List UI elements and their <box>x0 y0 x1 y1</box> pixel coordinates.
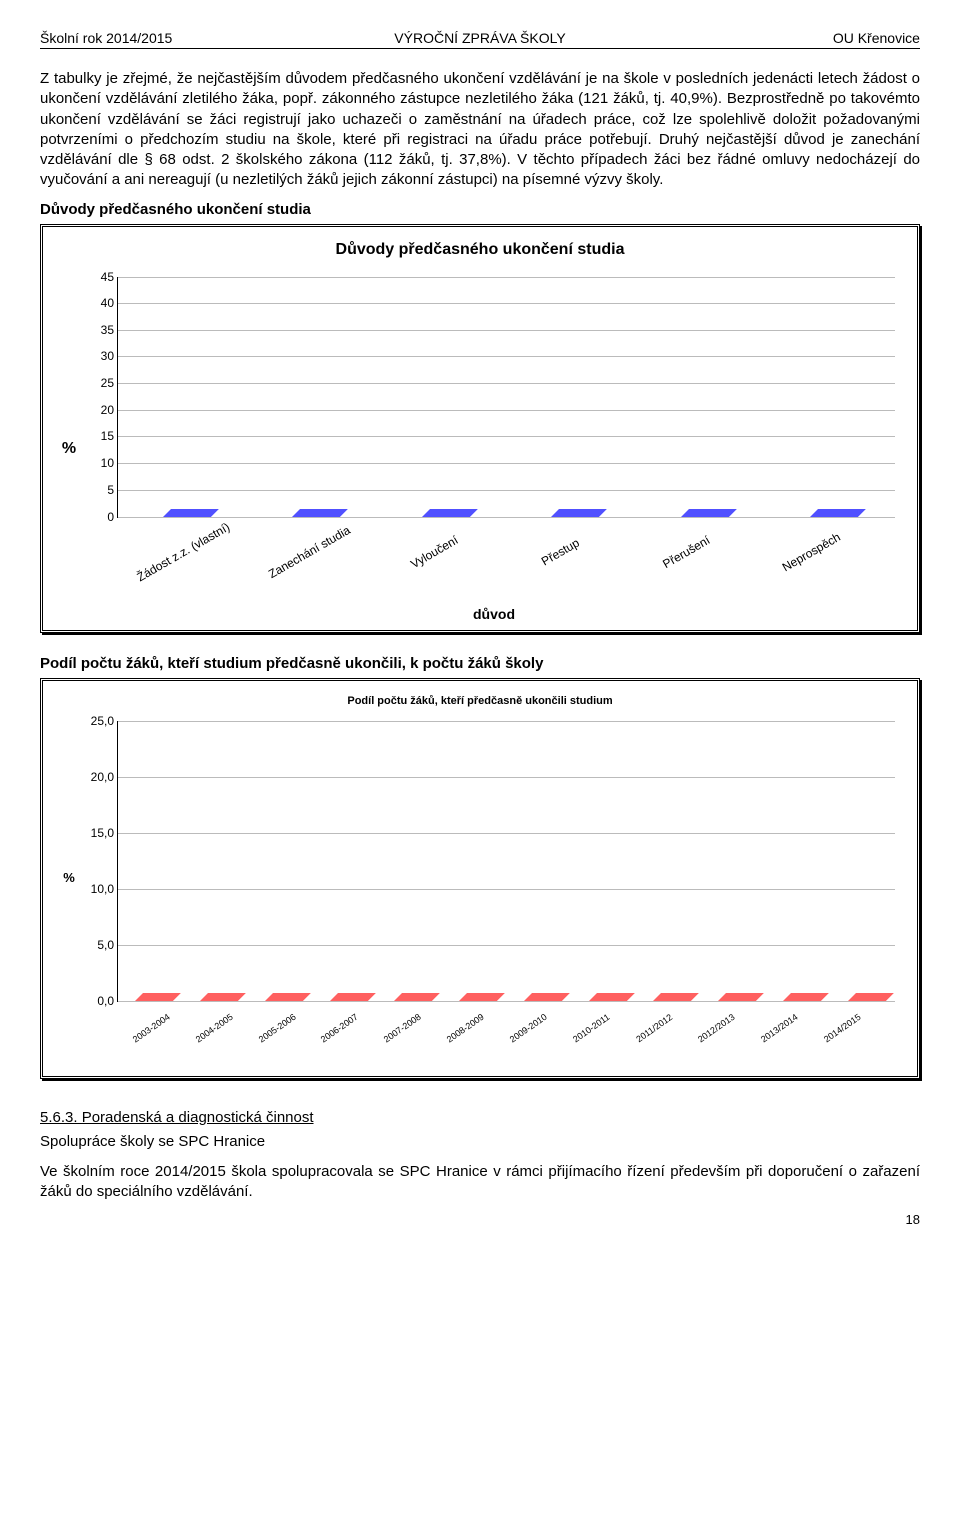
y-tick: 5 <box>80 483 114 497</box>
bar-top <box>524 993 570 1001</box>
bar-top <box>589 993 635 1001</box>
chart1-xlabel: důvod <box>83 606 905 622</box>
chart2-plot: 0,05,010,015,020,025,0 <box>117 721 895 1002</box>
section-title-1: Důvody předčasného ukončení studia <box>40 201 920 218</box>
y-tick: 20,0 <box>80 770 114 784</box>
bar-top <box>459 993 505 1001</box>
bars-layer <box>118 277 895 517</box>
page-header: Školní rok 2014/2015 VÝROČNÍ ZPRÁVA ŠKOL… <box>40 30 920 49</box>
category-label: Přerušení <box>628 514 744 589</box>
bar-top <box>681 509 737 517</box>
y-tick: 35 <box>80 323 114 337</box>
bar-top <box>783 993 829 1001</box>
bar-top <box>292 509 348 517</box>
bar-top <box>422 509 478 517</box>
chart2-categories: 2003-20042004-20052005-20062006-20072007… <box>117 1012 871 1034</box>
chart1-plot: 051015202530354045 <box>117 277 895 518</box>
chart1-ylabel: % <box>55 277 83 622</box>
bar-top <box>810 509 866 517</box>
y-tick: 10,0 <box>80 882 114 896</box>
chart1-categories: Žádost z.z. (vlastní)Zanechání studiaVyl… <box>117 528 871 560</box>
y-tick: 20 <box>80 403 114 417</box>
category-label: Přestup <box>502 514 618 589</box>
header-right: OU Křenovice <box>627 30 920 46</box>
y-tick: 40 <box>80 296 114 310</box>
chart-box-1: Důvody předčasného ukončení studia % 051… <box>40 224 920 633</box>
closing-paragraph: Ve školním roce 2014/2015 škola spolupra… <box>40 1162 920 1203</box>
y-tick: 15 <box>80 429 114 443</box>
bar-top <box>265 993 311 1001</box>
bar-top <box>135 993 181 1001</box>
y-tick: 30 <box>80 349 114 363</box>
bar-top <box>551 509 607 517</box>
y-tick: 15,0 <box>80 826 114 840</box>
y-tick: 5,0 <box>80 938 114 952</box>
chart2-ylabel: % <box>55 721 83 1034</box>
category-label: Vyloučení <box>377 514 493 589</box>
bar-top <box>653 993 699 1001</box>
category-label: Zanechání studia <box>251 514 367 589</box>
header-left: Školní rok 2014/2015 <box>40 30 333 46</box>
category-label: Neprospěch <box>754 514 870 589</box>
bar-top <box>848 993 894 1001</box>
bar-top <box>200 993 246 1001</box>
bar-top <box>394 993 440 1001</box>
numbered-heading: 5.6.3. Poradenská a diagnostická činnost <box>40 1109 920 1126</box>
y-tick: 45 <box>80 270 114 284</box>
chart2-title: Podíl počtu žáků, kteří předčasně ukonči… <box>55 695 905 707</box>
page-number: 18 <box>40 1212 920 1227</box>
bars-layer <box>118 721 895 1001</box>
intro-paragraph: Z tabulky je zřejmé, že nejčastějším dův… <box>40 69 920 191</box>
y-tick: 0 <box>80 510 114 524</box>
y-tick: 25,0 <box>80 714 114 728</box>
bar-top <box>718 993 764 1001</box>
header-center: VÝROČNÍ ZPRÁVA ŠKOLY <box>333 30 626 46</box>
y-tick: 25 <box>80 376 114 390</box>
category-label: Žádost z.z. (vlastní) <box>125 514 241 589</box>
bar-top <box>330 993 376 1001</box>
section-title-2: Podíl počtu žáků, kteří studium předčasn… <box>40 655 920 672</box>
chart-box-2: Podíl počtu žáků, kteří předčasně ukonči… <box>40 678 920 1079</box>
y-tick: 0,0 <box>80 994 114 1008</box>
bar-top <box>163 509 219 517</box>
chart1-title: Důvody předčasného ukončení studia <box>55 241 905 259</box>
sub-heading: Spolupráce školy se SPC Hranice <box>40 1133 265 1150</box>
y-tick: 10 <box>80 456 114 470</box>
